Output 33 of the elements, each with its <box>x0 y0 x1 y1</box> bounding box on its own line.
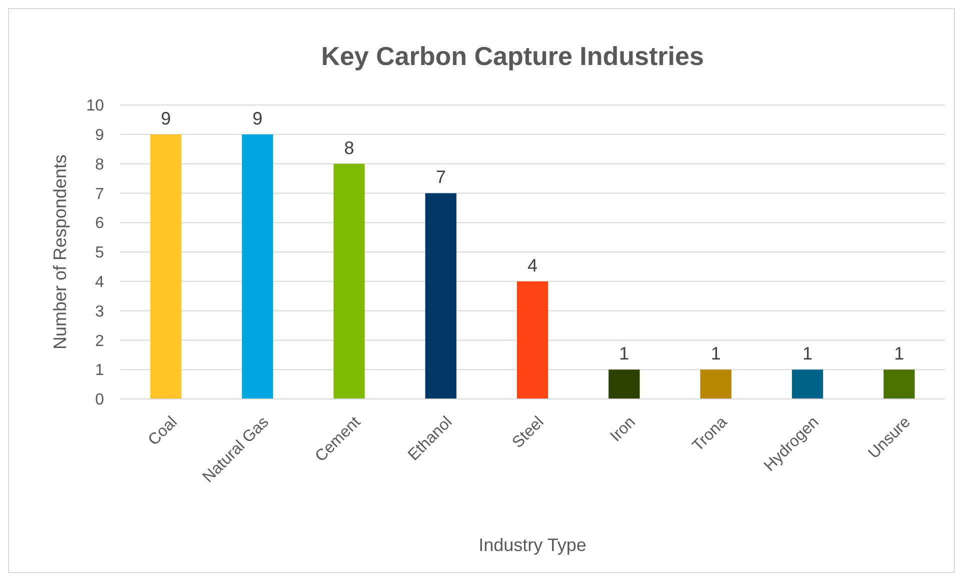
bar <box>792 370 824 399</box>
x-tick-label: Iron <box>607 414 639 446</box>
chart-title: Key Carbon Capture Industries <box>321 41 704 71</box>
bar <box>608 370 640 399</box>
data-label: 1 <box>802 344 813 364</box>
bar <box>242 134 274 399</box>
data-label: 8 <box>344 138 354 158</box>
data-label: 9 <box>160 108 171 128</box>
y-tick-label: 10 <box>86 98 104 115</box>
y-tick-label: 9 <box>95 127 104 144</box>
data-label: 9 <box>252 108 263 128</box>
y-tick-label: 5 <box>95 244 104 262</box>
data-label: 4 <box>527 255 538 276</box>
bar <box>516 281 548 399</box>
bar <box>150 134 182 399</box>
data-label: 7 <box>436 167 446 188</box>
y-tick-label: 8 <box>95 156 104 174</box>
x-axis-title: Industry Type <box>478 535 586 555</box>
bar <box>884 370 915 399</box>
y-tick-label: 1 <box>95 362 104 380</box>
y-tick-label: 0 <box>95 392 104 409</box>
data-label: 1 <box>710 344 721 364</box>
y-tick-label: 7 <box>95 186 104 203</box>
bar <box>334 164 365 399</box>
data-label: 1 <box>619 344 630 364</box>
y-tick-label: 3 <box>95 303 104 320</box>
bar <box>425 193 456 399</box>
y-tick-label: 4 <box>95 274 104 291</box>
data-label: 1 <box>894 344 904 364</box>
y-tick-label: 2 <box>95 332 104 350</box>
y-tick-label: 6 <box>95 215 104 232</box>
bar <box>700 370 732 399</box>
y-axis-title: Number of Respondents <box>50 154 70 350</box>
